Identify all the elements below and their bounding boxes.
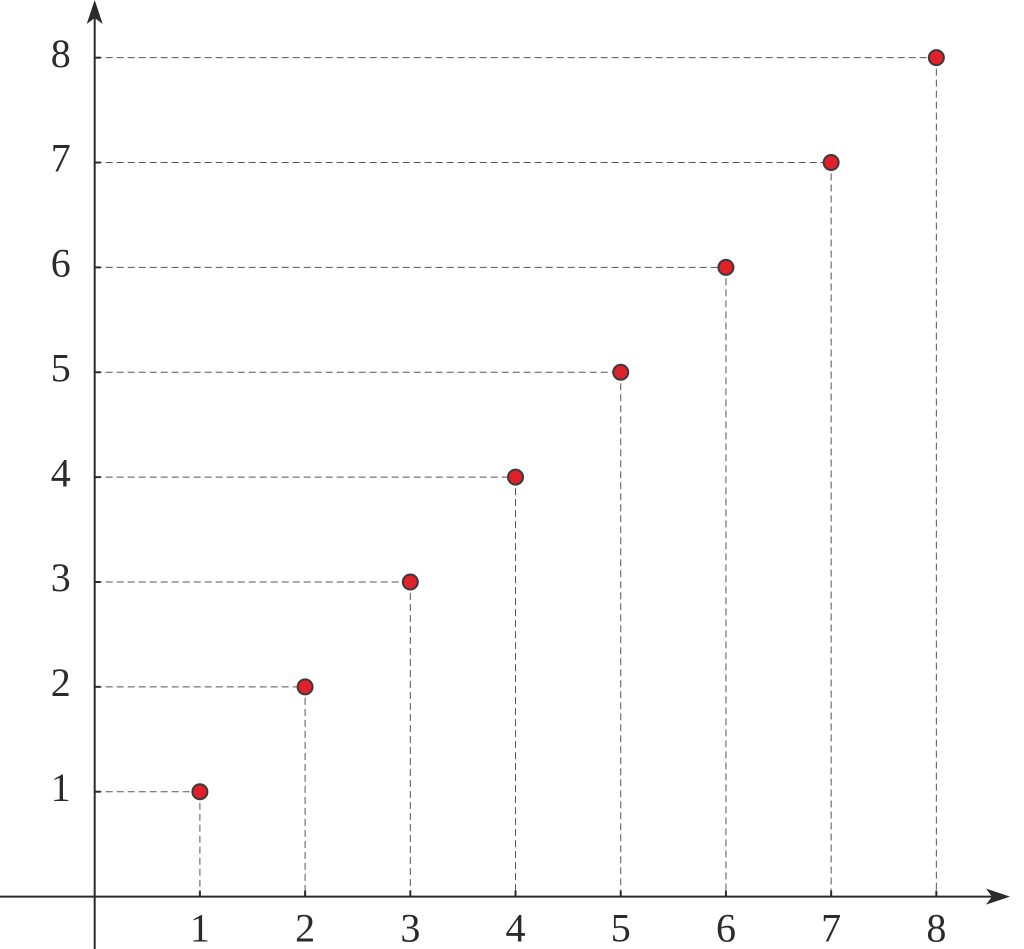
x-tick-label: 5 — [611, 906, 631, 949]
y-tick-label: 6 — [51, 241, 71, 286]
point — [507, 468, 525, 486]
point — [296, 678, 314, 696]
y-tick-label: 4 — [51, 450, 71, 495]
point — [401, 573, 419, 591]
point — [612, 363, 630, 381]
point — [191, 783, 209, 801]
x-tick-label: 8 — [926, 906, 946, 949]
x-tick-label: 6 — [716, 906, 736, 949]
y-tick-label: 7 — [51, 136, 71, 181]
point — [717, 258, 735, 276]
y-tick-label: 1 — [51, 765, 71, 810]
point — [927, 49, 945, 67]
y-tick-label: 3 — [51, 555, 71, 600]
x-axis-arrow — [986, 888, 1010, 905]
x-tick-label: 7 — [821, 906, 841, 949]
point — [822, 154, 840, 172]
x-tick-label: 1 — [190, 906, 210, 949]
x-tick-label: 2 — [295, 906, 315, 949]
x-tick-label: 4 — [506, 906, 526, 949]
y-axis-arrow — [86, 0, 103, 24]
y-tick-label: 5 — [51, 345, 71, 390]
y-tick-label: 2 — [51, 660, 71, 705]
x-tick-label: 3 — [400, 906, 420, 949]
y-tick-label: 8 — [51, 31, 71, 76]
